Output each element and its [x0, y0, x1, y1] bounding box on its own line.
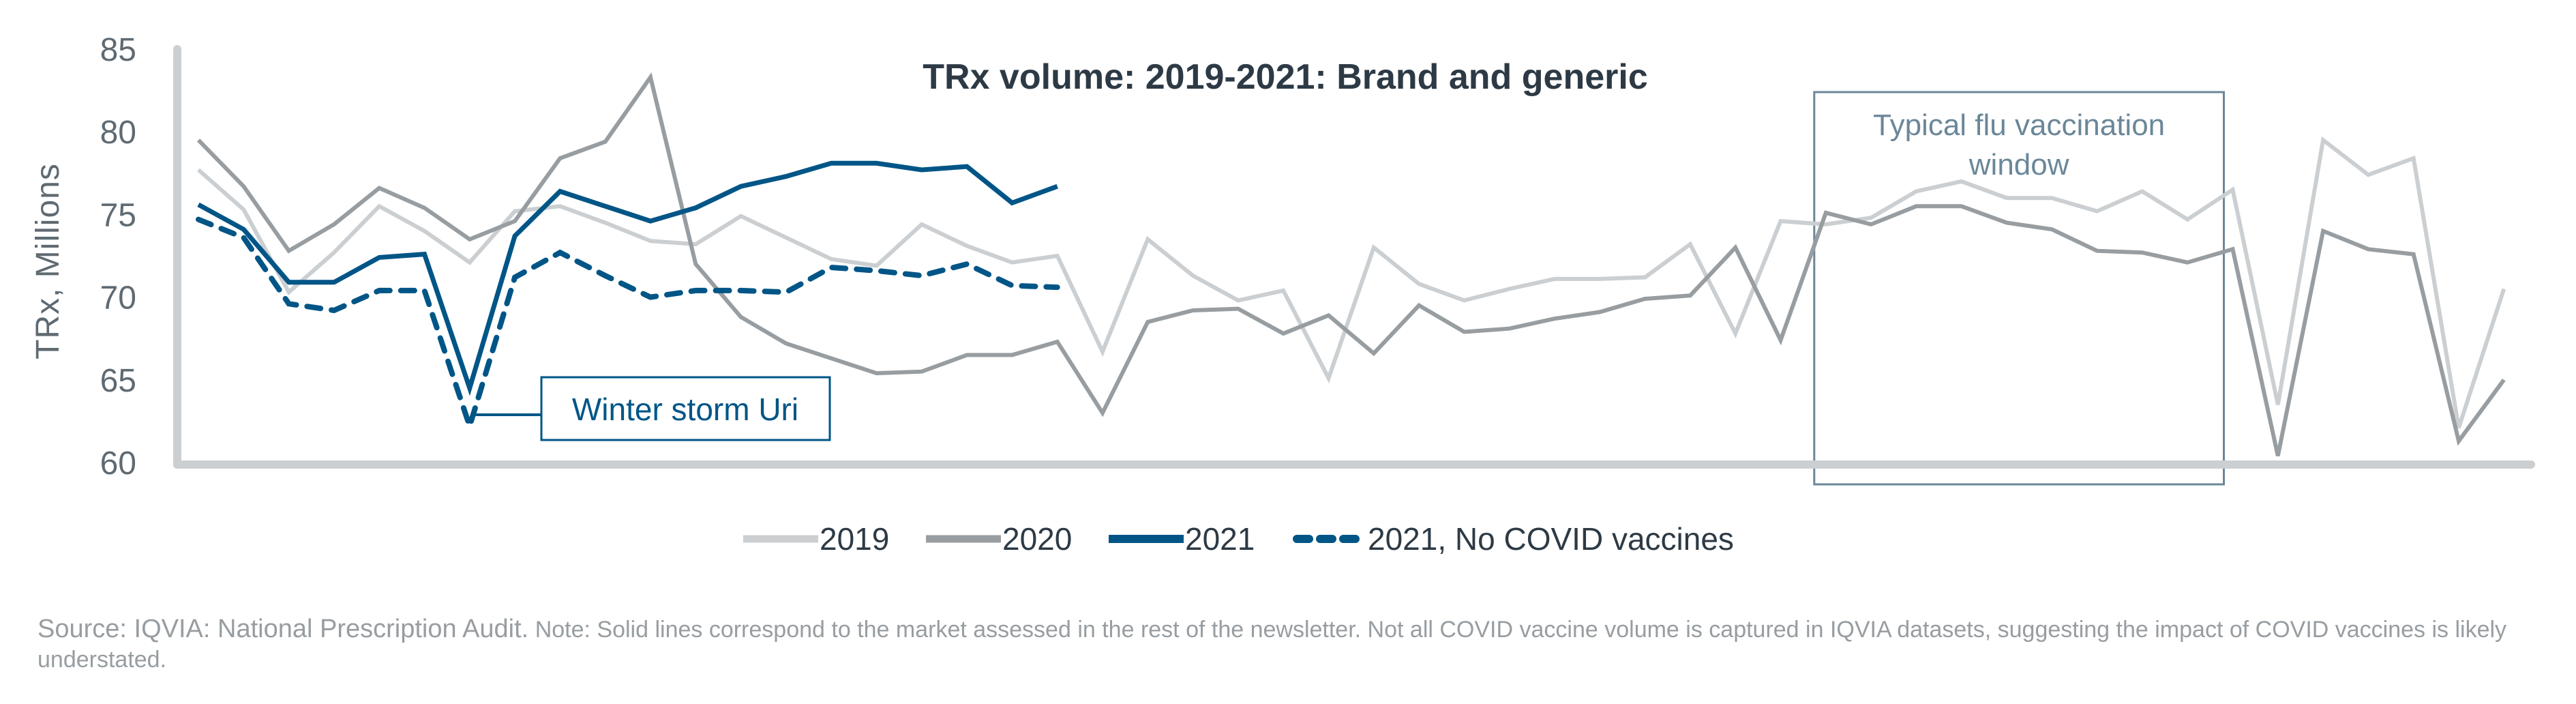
y-tick-label: 65 — [100, 363, 136, 399]
flu-window-annotation: Typical flu vaccination window — [1813, 91, 2226, 486]
winter-storm-uri-annotation: Winter storm Uri — [474, 376, 831, 441]
footnote-source: Source: IQVIA: National Prescription Aud… — [38, 615, 529, 643]
legend-label: 2021 — [1185, 521, 1255, 557]
legend-label: 2020 — [1002, 521, 1072, 557]
series-layer — [196, 72, 2506, 456]
y-tick-label: 75 — [100, 197, 136, 233]
y-axis-label: TRx, Millions — [30, 163, 66, 360]
y-tick-label: 70 — [100, 280, 136, 317]
series-line-2021 — [197, 160, 1058, 396]
flu-window-label-line1: Typical flu vaccination — [1873, 108, 2165, 142]
footnote: Source: IQVIA: National Prescription Aud… — [38, 614, 2547, 675]
flu-window-box — [1813, 91, 2226, 486]
legend-label: 2021, No COVID vaccines — [1368, 521, 1734, 557]
flu-window-label-line2: window — [1968, 148, 2069, 181]
legend: 2019 2020 2021 2021, No COVID vaccines — [743, 521, 1734, 557]
y-tick-label: 80 — [100, 115, 136, 151]
trx-line-chart: TRx volume: 2019-2021: Brand and generic… — [30, 32, 2535, 557]
chart-title: TRx volume: 2019-2021: Brand and generic — [923, 57, 1648, 97]
y-tick-labels: 60 65 70 75 80 85 — [100, 32, 136, 482]
series-line-2019 — [197, 136, 2506, 429]
y-tick-label: 60 — [100, 445, 136, 482]
series-line-2021-no-covid-vaccines — [196, 216, 1060, 435]
uri-label-text: Winter storm Uri — [572, 392, 798, 427]
y-tick-label: 85 — [100, 32, 136, 68]
legend-label: 2019 — [820, 521, 889, 557]
uri-label-box — [540, 376, 831, 441]
footnote-note: Note: Solid lines correspond to the mark… — [38, 617, 2507, 673]
series-line-2020 — [196, 72, 2506, 456]
